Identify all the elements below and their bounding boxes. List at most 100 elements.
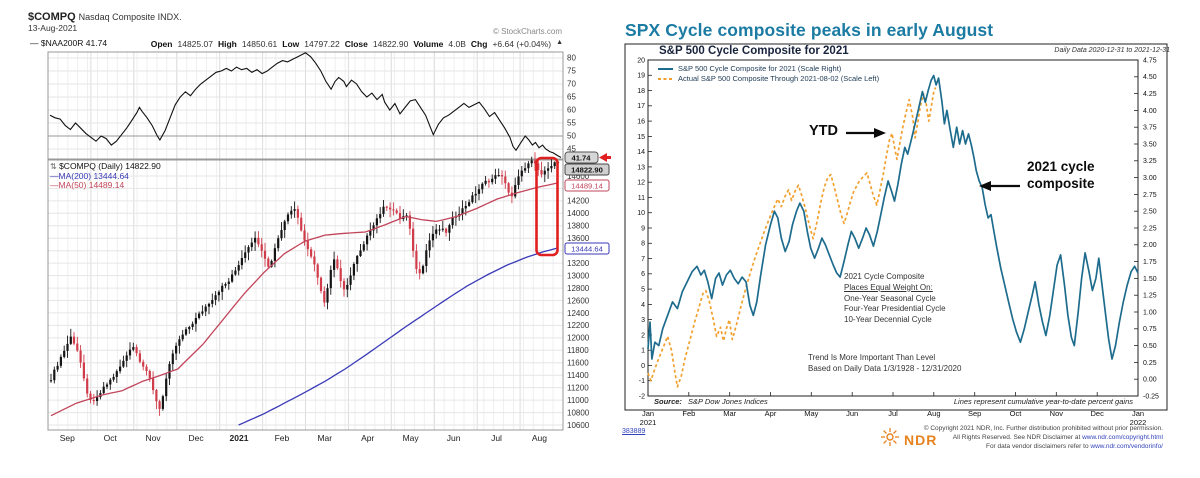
svg-text:14200: 14200: [567, 197, 590, 206]
svg-text:0.25: 0.25: [1143, 360, 1157, 367]
chg-label: Chg: [470, 39, 488, 49]
cycle-composite-annotation: 2021 cycle composite: [1027, 158, 1095, 192]
ma200-legend[interactable]: —MA(200) 13444.64: [50, 170, 129, 181]
close-label: Close: [344, 39, 368, 49]
svg-text:12200: 12200: [567, 321, 590, 330]
svg-text:3.25: 3.25: [1143, 158, 1157, 165]
compq-chart-canvas: 8075706560555045146001440014200140001380…: [47, 51, 611, 443]
svg-text:14000: 14000: [567, 209, 590, 218]
ndr-disclaimer-link[interactable]: www.ndr.com/copyright.html: [1082, 434, 1163, 441]
svg-text:12000: 12000: [567, 334, 590, 343]
svg-text:13200: 13200: [567, 259, 590, 268]
copyright-line3-text: For data vendor disclaimers refer to: [985, 443, 1091, 450]
ndr-sunburst-icon: [880, 427, 900, 452]
svg-text:Feb: Feb: [275, 433, 290, 443]
ma200-legend-text: MA(200) 13444.64: [58, 170, 129, 181]
svg-text:12800: 12800: [567, 284, 590, 293]
svg-text:14600: 14600: [567, 172, 590, 181]
notes-line: 10-Year Decennial Cycle: [844, 315, 932, 325]
copyright-line1: © Copyright 2021 NDR, Inc. Further distr…: [923, 425, 1163, 432]
svg-text:0.50: 0.50: [1143, 343, 1157, 350]
price-legend-main[interactable]: ⇅ $COMPQ (Daily) 14822.90: [50, 161, 161, 172]
svg-text:20: 20: [637, 57, 645, 64]
chart-id-link[interactable]: 383889: [622, 428, 646, 435]
candles: [49, 152, 560, 416]
cycle-composite-chart-canvas: -2 -1 0 1 2 3 4 5 6 7 8 9 10 11 12 13 14 15 16 17 18 19 20 4.75…: [612, 0, 1200, 478]
vendor-info-link[interactable]: www.ndr.com/vendorinfo/: [1090, 443, 1163, 450]
trend-line2: Based on Daily Data 1/3/1928 - 12/31/202…: [808, 364, 962, 373]
stockcharts-copyright: © StockCharts.com: [492, 27, 562, 36]
copyright-line3: For data vendor disclaimers refer to www…: [924, 442, 1163, 451]
ma50-legend[interactable]: —MA(50) 14489.14: [50, 180, 125, 190]
symbol: $COMPQ: [28, 11, 76, 23]
notes-line: One-Year Seasonal Cycle: [844, 293, 936, 303]
svg-text:12: 12: [637, 180, 645, 187]
svg-text:14822.90: 14822.90: [571, 165, 603, 174]
volume-value: 4.0B: [448, 39, 466, 49]
volume-label: Volume: [413, 39, 444, 49]
copyright-line2: All Rights Reserved. See NDR Disclaimer …: [924, 433, 1163, 442]
chart-date: 13-Aug-2021: [28, 23, 78, 33]
open-label: Open: [150, 39, 173, 49]
red-arrow-icon: [599, 153, 611, 162]
svg-text:3: 3: [641, 317, 645, 324]
x-axis-ticks: [647, 392, 1139, 396]
svg-text:Oct: Oct: [104, 433, 118, 443]
panel-toggle-icon[interactable]: ⇅: [50, 162, 57, 171]
svg-text:4.00: 4.00: [1143, 108, 1157, 115]
svg-text:45: 45: [567, 145, 576, 154]
low-value: 14797.22: [304, 39, 340, 49]
svg-text:1.50: 1.50: [1143, 276, 1157, 283]
source-value: S&P Dow Jones Indices: [688, 397, 768, 406]
svg-text:75: 75: [567, 67, 576, 76]
svg-text:1.25: 1.25: [1143, 293, 1157, 300]
source-note: Source: S&P Dow Jones Indices: [654, 397, 768, 406]
svg-text:Nov: Nov: [146, 433, 162, 443]
open-value: 14825.07: [177, 39, 213, 49]
svg-text:41.74: 41.74: [571, 154, 591, 163]
svg-text:0: 0: [641, 363, 645, 370]
svg-text:4.75: 4.75: [1143, 57, 1157, 64]
indicator-legend[interactable]: — $NAA200R 41.74: [30, 38, 107, 48]
chg-value: +6.64 (+0.04%): [492, 39, 552, 49]
svg-text:12600: 12600: [567, 296, 590, 305]
svg-text:3.00: 3.00: [1143, 175, 1157, 182]
cycle-arrow-icon: [979, 181, 1020, 191]
svg-text:5: 5: [641, 287, 645, 294]
actual-sp500-line: [647, 87, 937, 388]
svg-text:14: 14: [637, 149, 645, 156]
copyright-block: © Copyright 2021 NDR, Inc. Further distr…: [924, 424, 1163, 451]
notes-line-underlined: Places Equal Weight On:: [844, 282, 933, 292]
notes-line: 2021 Cycle Composite: [844, 272, 925, 281]
svg-text:4.50: 4.50: [1143, 74, 1157, 81]
indicator-value: 41.74: [85, 38, 108, 48]
svg-text:8: 8: [641, 241, 645, 248]
svg-text:2.00: 2.00: [1143, 242, 1157, 249]
x-axis-labels: Sep Oct Nov Dec 2021 Feb Mar Apr May Jun Jul Aug: [60, 433, 547, 443]
svg-text:-0.25: -0.25: [1143, 393, 1159, 400]
up-arrow-icon: ▲: [556, 39, 563, 46]
page-title: SPX Cycle composite peaks in early Augus…: [625, 19, 994, 40]
svg-text:11600: 11600: [567, 359, 589, 368]
svg-text:50: 50: [567, 132, 576, 141]
low-label: Low: [282, 39, 300, 49]
svg-text:4: 4: [641, 302, 645, 309]
stockcharts-panel: 8075706560555045146001440014200140001380…: [28, 11, 611, 443]
copyright-line2-text: All Rights Reserved. See NDR Disclaimer …: [952, 434, 1083, 441]
svg-text:70: 70: [567, 80, 576, 89]
ohlc-row: Open 14825.07 High 14850.61 Low 14797.22…: [151, 39, 563, 49]
price-series-name: $COMPQ (Daily): [59, 161, 123, 171]
chart-title: S&P 500 Cycle Composite for 2021: [659, 45, 849, 57]
lines-note: Lines represent cumulative year-to-date …: [953, 397, 1133, 406]
high-value: 14850.61: [241, 39, 278, 49]
ndr-panel: -2 -1 0 1 2 3 4 5 6 7 8 9 10 11 12 13 14 15 16 17 18 19 20 4.75…: [612, 0, 1200, 478]
svg-text:Apr: Apr: [361, 433, 374, 443]
svg-text:10800: 10800: [567, 408, 590, 417]
svg-text:9: 9: [641, 225, 645, 232]
legend-label: S&P 500 Cycle Composite for 2021 (Scale …: [678, 64, 842, 73]
recent-action-highlight-box: [535, 156, 559, 257]
cycle-composite-notes: 2021 Cycle Composite Places Equal Weight…: [844, 272, 946, 326]
legend-label: Actual S&P 500 Composite Through 2021-08…: [678, 74, 880, 83]
naa200r-line: [49, 52, 562, 158]
